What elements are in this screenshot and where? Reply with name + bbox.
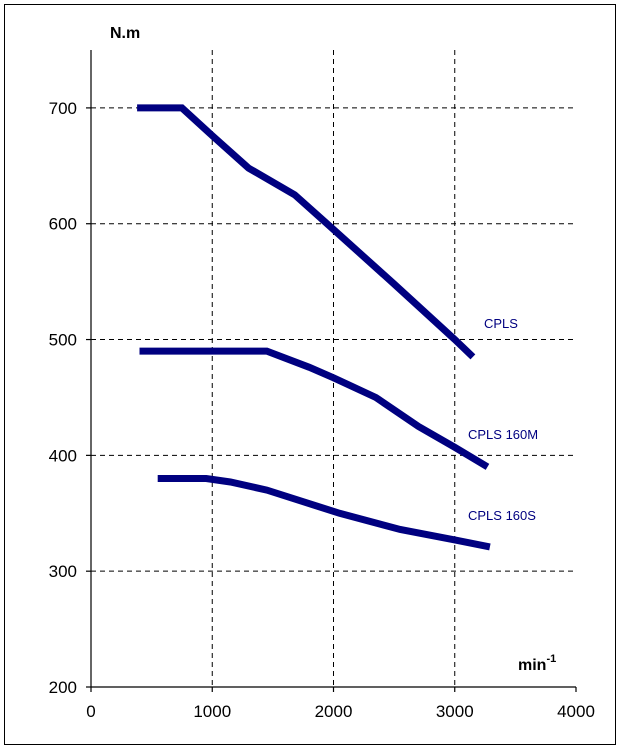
x-tick-label: 2000 [315, 702, 353, 721]
series-line-3 [157, 475, 491, 551]
y-tick-label: 400 [49, 446, 77, 465]
series-label-2: CPLS 160M [468, 427, 538, 442]
x-tick-label: 0 [86, 702, 95, 721]
series-line-1 [137, 104, 476, 360]
x-axis-title-exponent: -1 [546, 653, 556, 665]
y-tick-label: 700 [49, 99, 77, 118]
x-tick-label: 4000 [557, 702, 595, 721]
y-axis-title: N.m [110, 25, 140, 42]
grid-layer [91, 50, 576, 687]
y-tick-label: 200 [49, 678, 77, 697]
y-tick-label: 600 [49, 215, 77, 234]
x-tick-label: 1000 [193, 702, 231, 721]
y-tick-label: 500 [49, 331, 77, 350]
series-labels: CPLS CPLS 160M CPLS 160S [468, 316, 538, 523]
series-label-3: CPLS 160S [468, 508, 536, 523]
x-tick-label: 3000 [436, 702, 474, 721]
series-label-1: CPLS [484, 316, 518, 331]
chart-frame [4, 4, 616, 745]
series-line-2 [139, 347, 490, 470]
x-axis-title-base: min [518, 657, 546, 674]
tick-labels: 200 300 400 500 600 700 0 1000 2000 3000 4000 [49, 99, 595, 721]
y-tick-label: 300 [49, 562, 77, 581]
x-axis-title: min-1 [518, 653, 556, 674]
series-layer [137, 104, 491, 551]
